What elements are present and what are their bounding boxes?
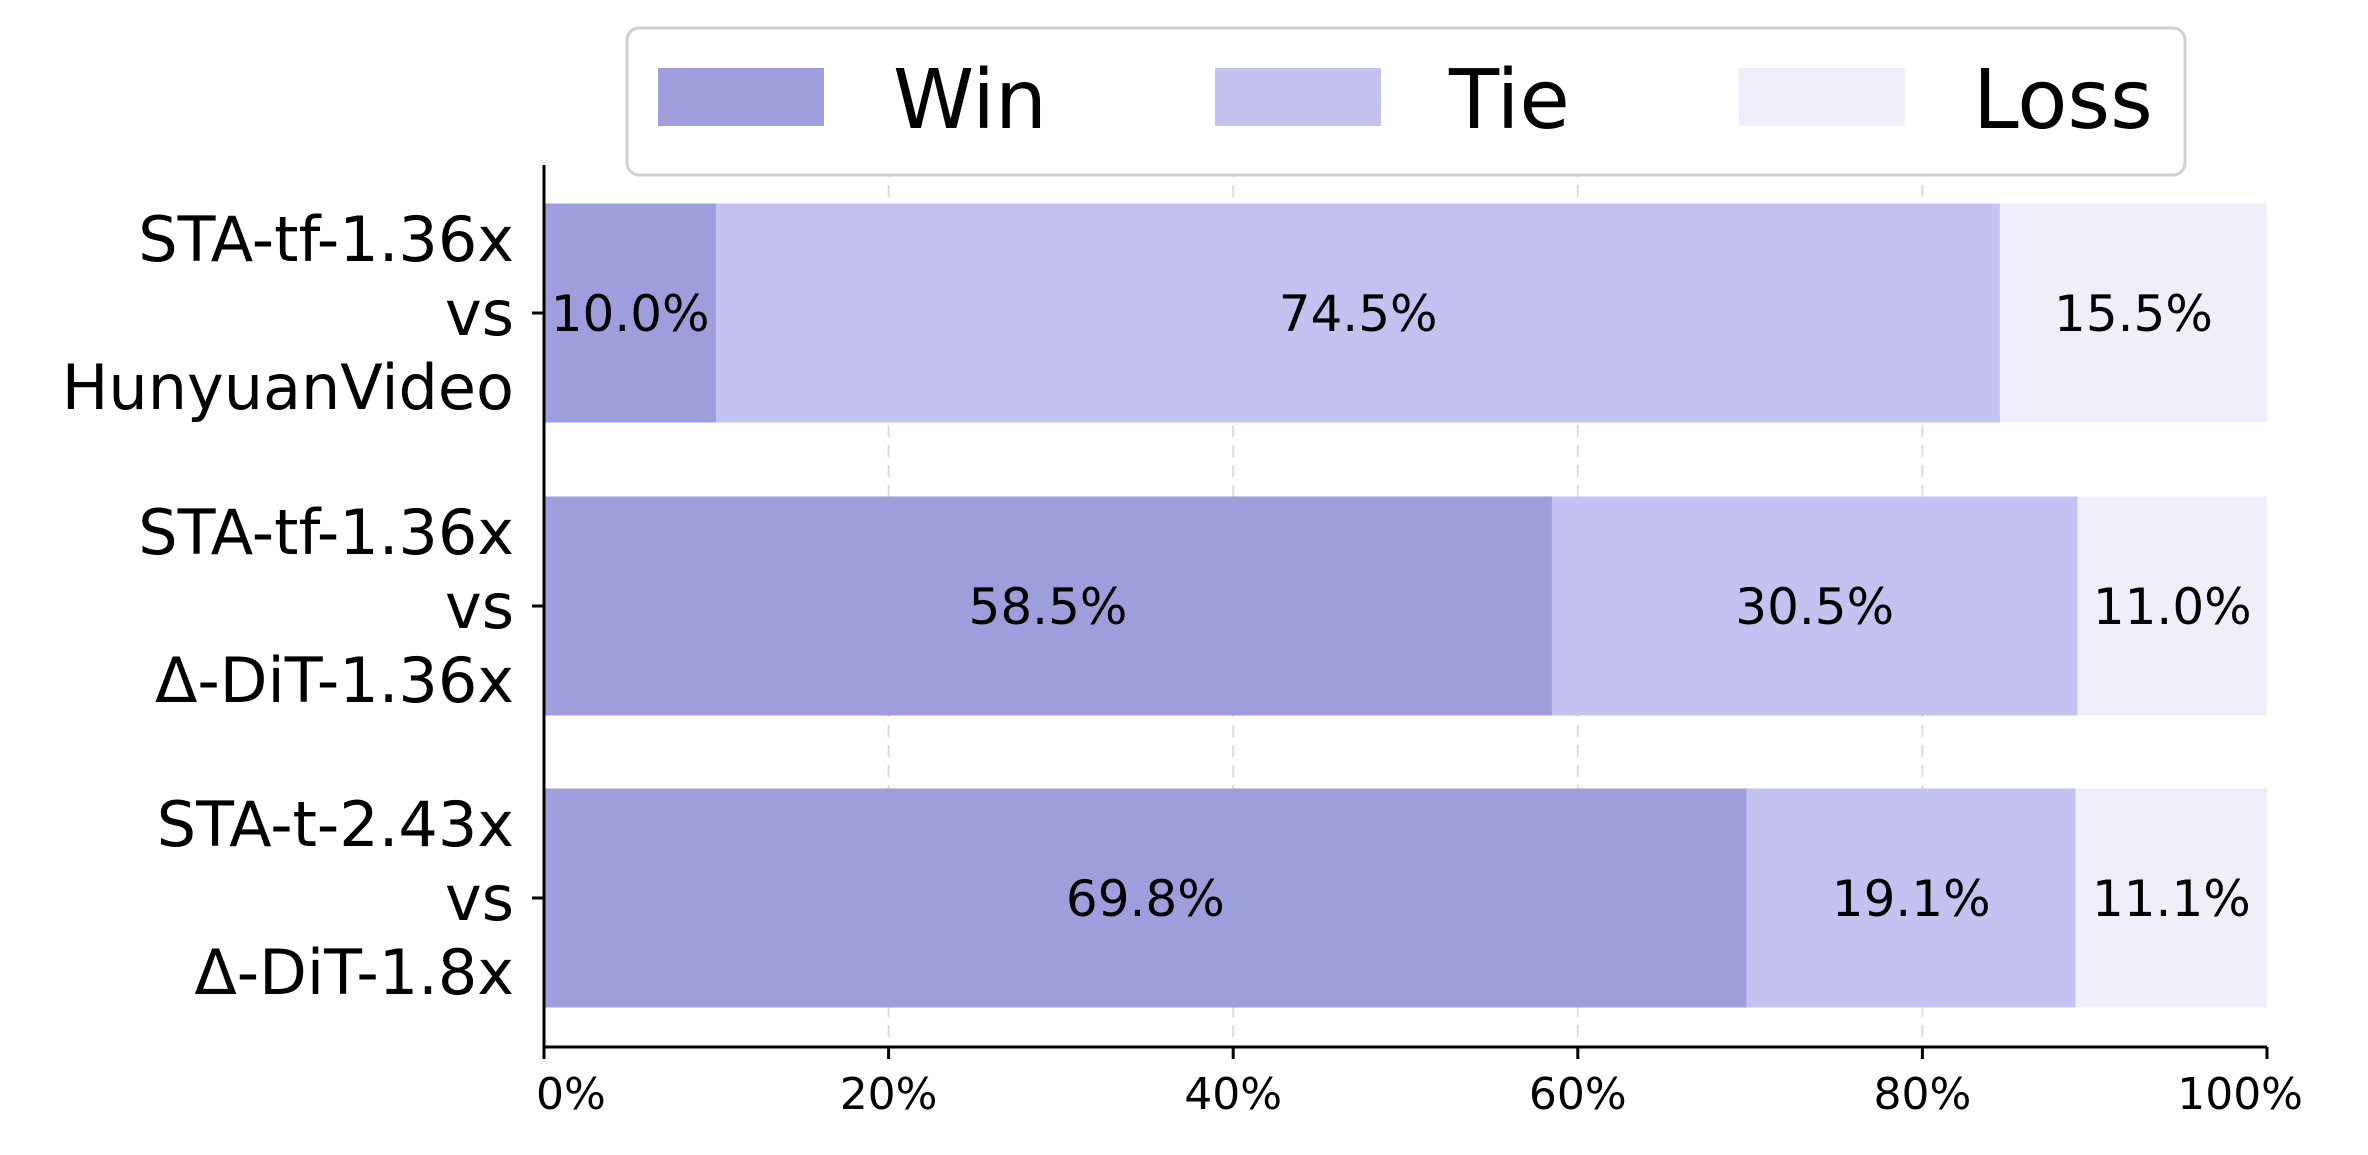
bar-loss <box>2075 788 2267 1008</box>
bar-win <box>544 788 1747 1008</box>
x-tick-label: 80% <box>1874 1069 1972 1120</box>
legend-label-tie: Tie <box>1448 53 1570 148</box>
data-labels: 10.0% 74.5% 15.5% 58.5% 30.5% 11.0% 69.8% 19.1%… <box>551 285 2252 928</box>
data-label: 74.5% <box>1279 285 1438 343</box>
y-tick-label: Δ-DiT-1.36x <box>155 644 514 717</box>
bar-tie <box>716 203 2000 423</box>
data-label: 30.5% <box>1735 578 1894 636</box>
data-label: 11.1% <box>2092 870 2251 928</box>
y-tick-label: vs <box>445 277 514 350</box>
data-label: 15.5% <box>2054 285 2213 343</box>
x-tick-label: 40% <box>1184 1069 1282 1120</box>
data-label: 11.0% <box>2093 578 2252 636</box>
y-tick-label: STA-tf-1.36x <box>138 203 514 276</box>
x-tick-label: 60% <box>1529 1069 1627 1120</box>
legend-label-loss: Loss <box>1973 53 2153 148</box>
y-tick-label: STA-t-2.43x <box>157 788 514 861</box>
legend-swatch-tie <box>1215 68 1381 126</box>
x-tick-label: 20% <box>840 1069 938 1120</box>
y-axis-ticks: STA-tf-1.36xvsHunyuanVideoSTA-tf-1.36xvs… <box>62 203 544 1009</box>
x-tick-label: 100% <box>2177 1069 2303 1120</box>
bar-win <box>544 203 717 423</box>
x-axis-ticks: 0% 20% 40% 60% 80% 100% <box>536 1047 2303 1120</box>
data-label: 58.5% <box>969 578 1128 636</box>
data-label: 19.1% <box>1832 870 1991 928</box>
legend-swatch-win <box>658 68 824 126</box>
bar-win <box>544 496 1552 716</box>
y-tick-label: HunyuanVideo <box>62 351 514 424</box>
data-label: 69.8% <box>1066 870 1225 928</box>
x-tick-label: 0% <box>536 1069 606 1120</box>
legend-swatch-loss <box>1739 68 1905 126</box>
bar-loss <box>1999 203 2267 423</box>
legend-frame <box>625 26 2187 177</box>
y-tick-label: STA-tf-1.36x <box>138 496 514 569</box>
bar-tie <box>1746 788 2076 1008</box>
legend: Win Tie Loss <box>625 26 2187 177</box>
y-tick-label: Δ-DiT-1.8x <box>194 936 514 1009</box>
bar-tie <box>1551 496 2078 716</box>
y-tick-label: vs <box>445 570 514 643</box>
bar-loss <box>2077 496 2267 716</box>
legend-label-win: Win <box>893 53 1047 148</box>
y-tick-label: vs <box>445 862 514 935</box>
data-label: 10.0% <box>551 285 710 343</box>
bars <box>544 203 2267 1008</box>
